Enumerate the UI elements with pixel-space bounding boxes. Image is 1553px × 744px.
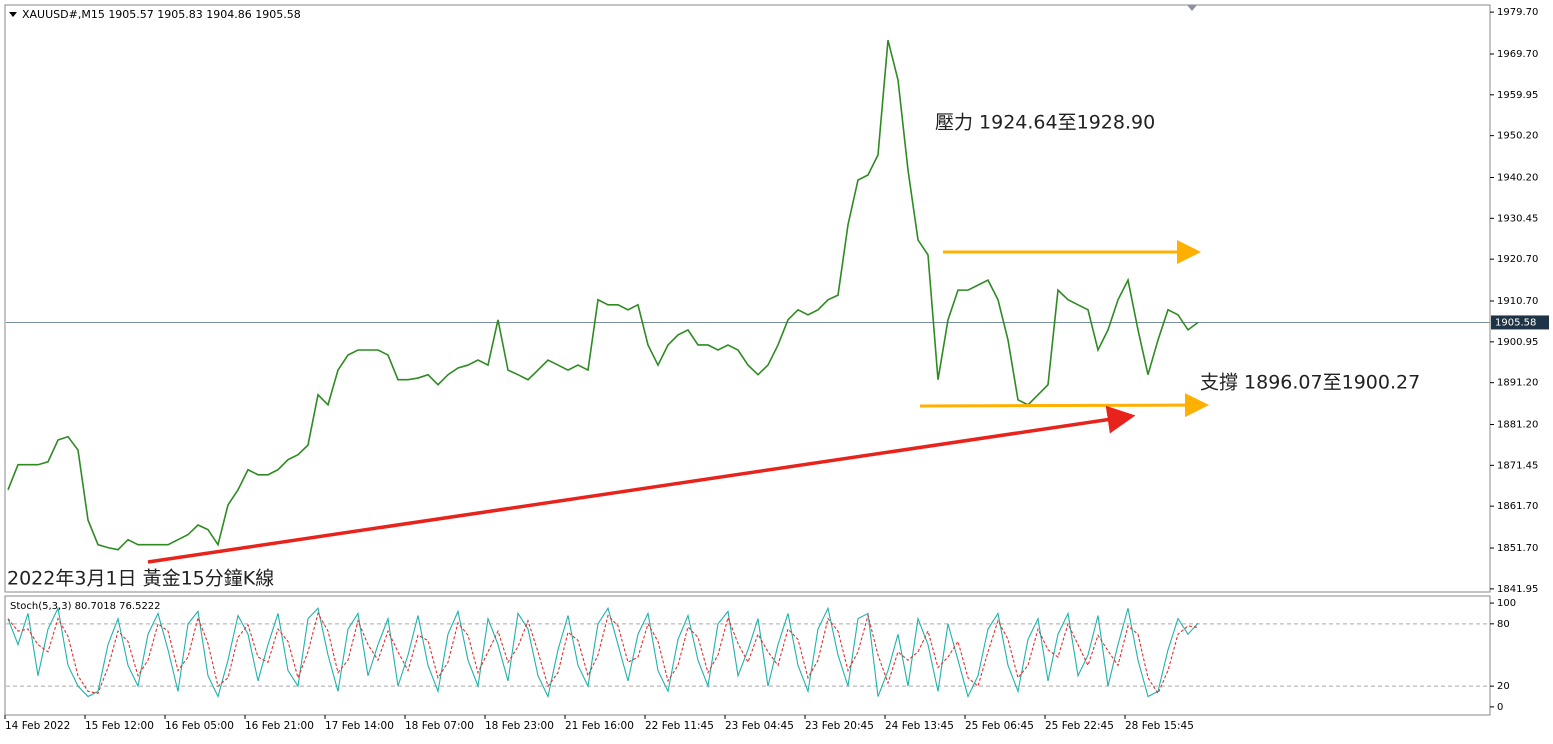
- x-tick-label: 28 Feb 15:45: [1125, 720, 1194, 732]
- y-tick-label: 1851.70: [1497, 543, 1538, 554]
- y-tick-label: 1841.95: [1497, 584, 1538, 595]
- y-tick-label: 1900.95: [1497, 337, 1538, 348]
- series-line: [7, 39, 1199, 551]
- x-tick-label: 16 Feb 05:00: [165, 720, 234, 732]
- x-tick-label: 23 Feb 04:45: [725, 720, 794, 732]
- x-tick-label: 25 Feb 06:45: [965, 720, 1034, 732]
- price-label: 1905.58: [1495, 317, 1536, 328]
- annotation: 支撐 1896.07至1900.27: [1200, 372, 1420, 394]
- y-tick-label: 1979.70: [1497, 7, 1538, 18]
- y-tick-label: 1891.20: [1497, 378, 1538, 389]
- symbol-menu: [9, 12, 17, 17]
- series-line: [7, 606, 1199, 699]
- shift-marker: [1187, 5, 1197, 11]
- main-title: XAUUSD#,M15 1905.57 1905.83 1904.86 1905…: [22, 8, 301, 21]
- y-tick-label: 1969.70: [1497, 49, 1538, 60]
- x-tick-label: 14 Feb 2022: [5, 720, 70, 732]
- y-tick-label: 0: [1497, 702, 1503, 713]
- x-tick-label: 25 Feb 22:45: [1045, 720, 1114, 732]
- x-tick-label: 23 Feb 20:45: [805, 720, 874, 732]
- stoch-panel: [4, 595, 1491, 716]
- y-tick-label: 1930.45: [1497, 213, 1538, 224]
- annotation: 2022年3月1日 黃金15分鐘K線: [7, 568, 274, 590]
- y-tick-label: 80: [1497, 619, 1510, 630]
- x-tick-label: 18 Feb 07:00: [405, 720, 474, 732]
- trend-arrow: [147, 405, 1136, 564]
- y-tick-label: 1881.20: [1497, 420, 1538, 431]
- x-tick-label: 22 Feb 11:45: [645, 720, 714, 732]
- y-tick-label: 1910.70: [1497, 296, 1538, 307]
- y-tick-label: 20: [1497, 681, 1510, 692]
- price-box: [1491, 315, 1549, 330]
- annotation: 壓力 1924.64至1928.90: [935, 112, 1155, 134]
- main-panel: [4, 4, 1491, 593]
- x-tick-label: 18 Feb 23:00: [485, 720, 554, 732]
- x-tick-label: 21 Feb 16:00: [565, 720, 634, 732]
- y-tick-label: 1861.70: [1497, 501, 1538, 512]
- y-tick-label: 1920.70: [1497, 254, 1538, 265]
- x-tick-label: 24 Feb 13:45: [885, 720, 954, 732]
- y-tick-label: 100: [1497, 598, 1516, 609]
- series-line: [7, 611, 1199, 695]
- x-tick-label: 16 Feb 21:00: [245, 720, 314, 732]
- x-tick-label: 15 Feb 12:00: [85, 720, 154, 732]
- x-tick-label: 17 Feb 14:00: [325, 720, 394, 732]
- y-tick-label: 1940.20: [1497, 172, 1538, 183]
- y-tick-label: 1959.95: [1497, 90, 1538, 101]
- y-tick-label: 1871.45: [1497, 460, 1538, 471]
- stoch-title: Stoch(5,3,3) 80.7018 76.5222: [10, 601, 161, 612]
- support-arrow: [919, 393, 1209, 418]
- y-tick-label: 1950.20: [1497, 131, 1538, 142]
